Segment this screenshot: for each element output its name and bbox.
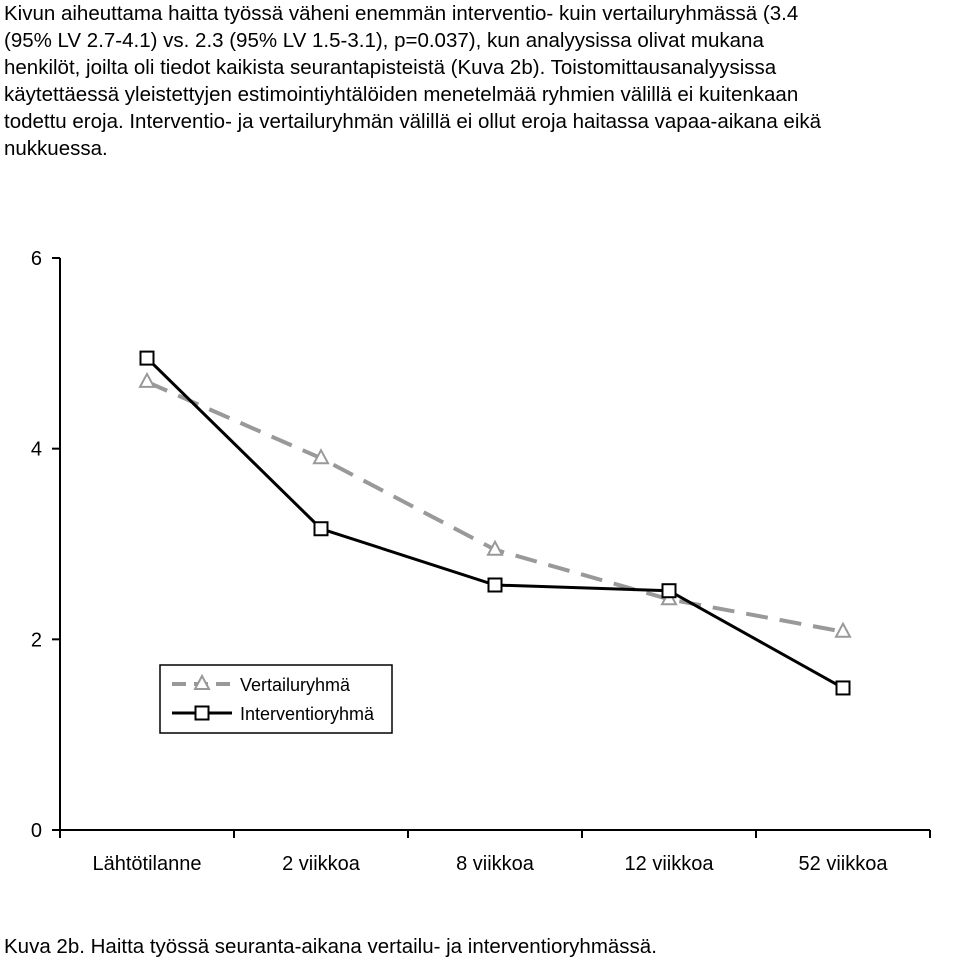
y-tick-label: 2	[31, 629, 42, 651]
data-point	[313, 521, 329, 537]
series-comparison	[138, 371, 852, 638]
figure-caption: Kuva 2b. Haitta työssä seuranta-aikana v…	[4, 935, 657, 958]
data-point	[312, 448, 330, 465]
data-point	[486, 539, 504, 556]
series-intervention	[139, 350, 851, 696]
legend-box	[159, 664, 393, 734]
x-tick-label: 8 viikkoa	[456, 853, 535, 875]
data-point	[487, 577, 503, 593]
data-point	[661, 583, 677, 599]
series-line	[146, 380, 844, 634]
paragraph-line: todettu eroja. Interventio- ja vertailur…	[4, 110, 822, 133]
data-point	[138, 371, 156, 388]
x-tick-label: Lähtötilanne	[93, 853, 202, 875]
x-tick-label: 12 viikkoa	[625, 853, 715, 875]
data-point	[139, 350, 155, 366]
y-tick-label: 6	[31, 248, 42, 270]
chart-legend: Vertailuryhmä Interventioryhmä	[159, 664, 393, 734]
y-tick-label: 0	[31, 820, 42, 842]
chart-axes: 0 2 4 6 Lähtötilanne 2 viikkoa 8 viikkoa 12 vii…	[31, 248, 931, 875]
x-tick-label: 2 viikkoa	[282, 853, 361, 875]
legend-marker	[194, 705, 210, 721]
body-paragraph: Kivun aiheuttama haitta työssä väheni en…	[4, 0, 960, 162]
data-point	[834, 621, 852, 638]
legend-label: Interventioryhmä	[240, 704, 375, 724]
data-point	[835, 680, 851, 696]
paragraph-line: käytettäessä yleistettyjen estimointiyht…	[4, 83, 799, 106]
chart-series	[138, 350, 852, 696]
legend-label: Vertailuryhmä	[240, 675, 351, 695]
line-chart: 0 2 4 6 Lähtötilanne 2 viikkoa 8 viikkoa 12 vii…	[31, 248, 931, 875]
legend-marker	[193, 673, 211, 690]
paragraph-line: (95% LV 2.7-4.1) vs. 2.3 (95% LV 1.5-3.1…	[4, 29, 764, 52]
y-tick-label: 4	[31, 439, 42, 461]
paragraph-line: nukkuessa.	[4, 137, 108, 160]
paragraph-line: Kivun aiheuttama haitta työssä väheni en…	[4, 2, 799, 25]
paragraph-line: henkilöt, joilta oli tiedot kaikista seu…	[4, 56, 777, 79]
series-line	[145, 357, 844, 690]
x-tick-label: 52 viikkoa	[799, 853, 889, 875]
